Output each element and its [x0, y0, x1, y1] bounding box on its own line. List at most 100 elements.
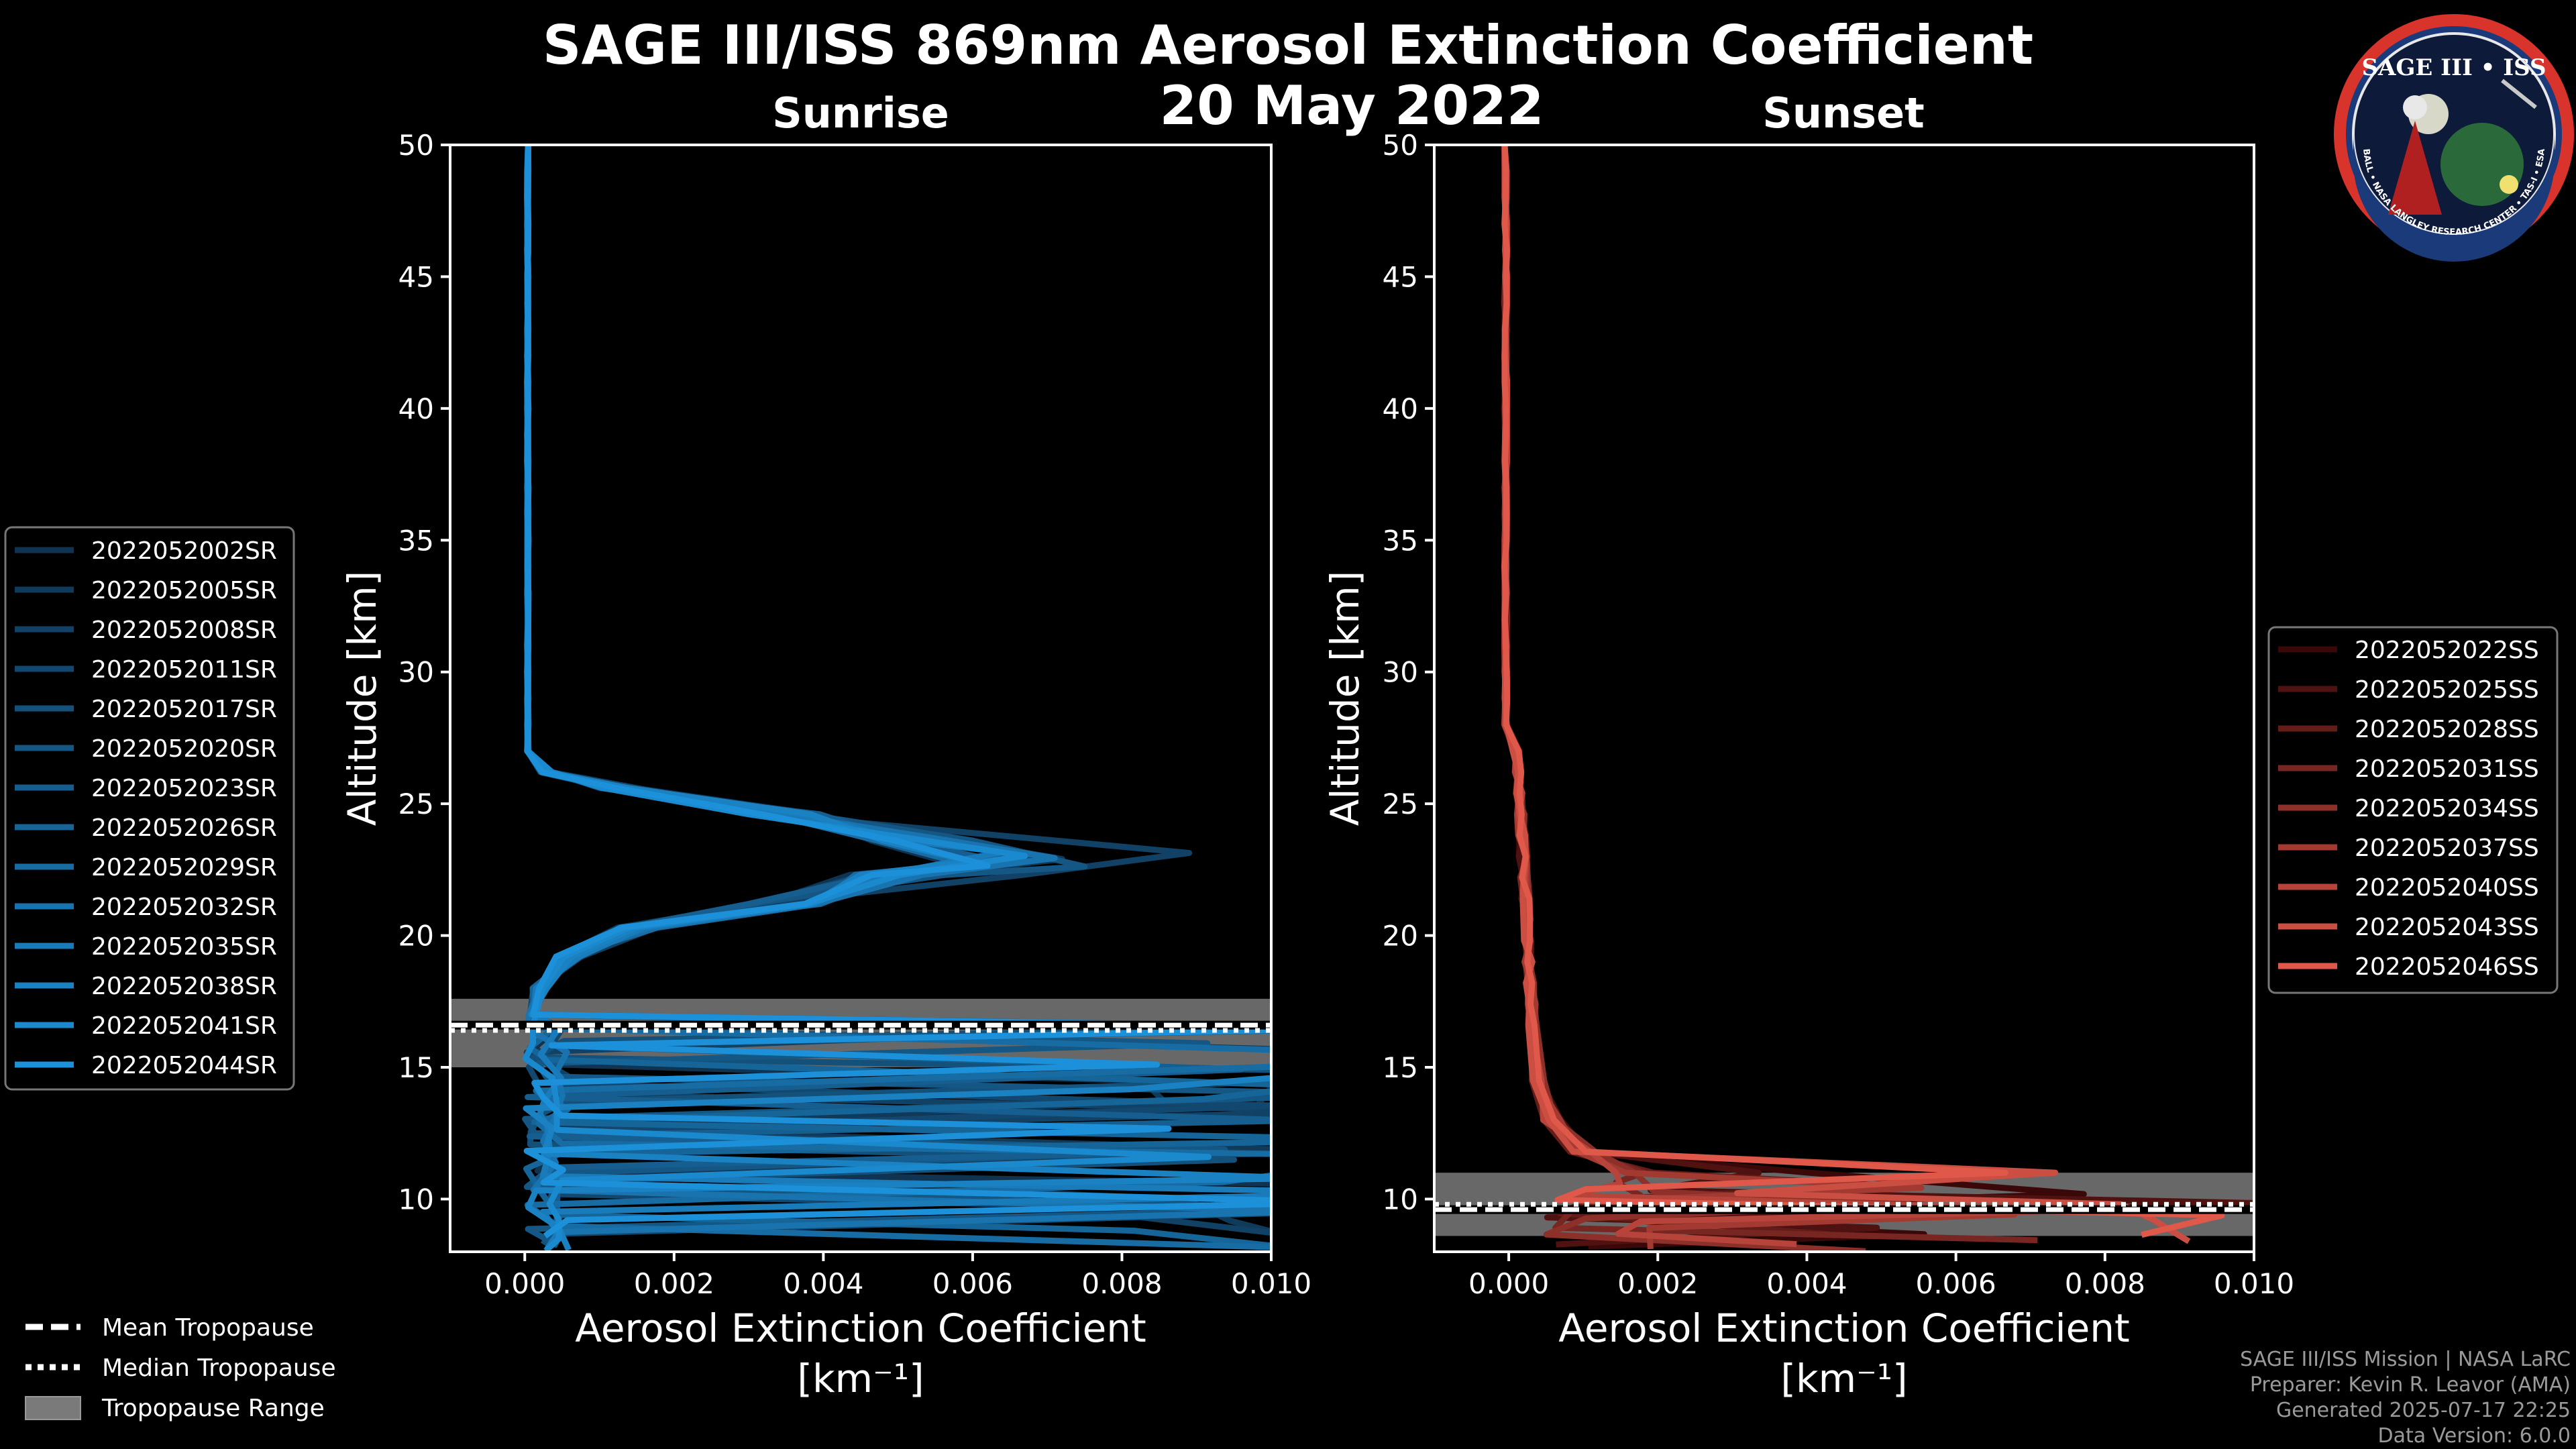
sunset-tropopause-lines: [1434, 1201, 2254, 1214]
sunset-y-tick-label: 50: [1383, 129, 1418, 162]
patch-lower-band: [2353, 134, 2555, 262]
sunset-series-2022052031SS: [1501, 145, 2038, 1244]
sunset-y-tick-label: 20: [1383, 920, 1418, 953]
sunset-y-ticks: 10 15 20 25 30 35 40 45 50: [1383, 129, 1434, 1216]
sunrise-legend-label: 2022052002SR: [91, 537, 277, 565]
sunset-x-tick-label: 0.006: [1916, 1267, 1996, 1300]
mean-tropopause-label: Mean Tropopause: [102, 1314, 314, 1342]
sunset-x-ticks: 0.000 0.002 0.004 0.006 0.008 0.010: [1468, 1252, 2294, 1300]
sunrise-y-tick-label: 50: [398, 129, 434, 162]
sunset-y-axis-label: Altitude [km]: [1322, 571, 1368, 826]
patch-figure-head-icon: [2403, 95, 2427, 119]
sunset-y-tick-label: 10: [1383, 1183, 1418, 1216]
sunset-legend-label: 2022052031SS: [2355, 755, 2539, 783]
credit-line-4: Data Version: 6.0.0: [2378, 1424, 2571, 1448]
sunrise-legend-label: 2022052038SR: [91, 973, 277, 1000]
sunset-legend-label: 2022052034SS: [2355, 795, 2539, 822]
patch-figure-icon: [2388, 121, 2442, 215]
sunrise-panel-title: Sunrise: [772, 89, 949, 138]
sunset-legend-label: 2022052040SS: [2355, 874, 2539, 902]
sunrise-legend: 2022052002SR 2022052005SR 2022052008SR 2022…: [4, 526, 295, 1091]
tropopause-legend: Mean Tropopause Median Tropopause Tropop…: [25, 1314, 336, 1422]
sunset-y-tick-label: 35: [1383, 524, 1418, 557]
sunset-y-tick-label: 15: [1383, 1051, 1418, 1084]
sunset-x-axis-unit: [km⁻¹]: [1780, 1356, 1907, 1401]
sunset-y-tick-label: 25: [1383, 788, 1418, 820]
sunrise-legend-label: 2022052017SR: [91, 696, 277, 723]
sunrise-x-axis-unit: [km⁻¹]: [797, 1356, 924, 1401]
sunrise-x-tick-label: 0.006: [932, 1267, 1013, 1300]
sunrise-y-tick-label: 35: [398, 524, 434, 557]
sunset-x-tick-label: 0.010: [2214, 1267, 2294, 1300]
sunset-x-tick-label: 0.002: [1617, 1267, 1698, 1300]
sunrise-legend-label: 2022052041SR: [91, 1012, 277, 1040]
sunrise-x-tick-label: 0.002: [634, 1267, 714, 1300]
sunrise-legend-label: 2022052005SR: [91, 577, 277, 604]
sunrise-x-tick-label: 0.004: [783, 1267, 863, 1300]
sunrise-legend-label: 2022052011SR: [91, 656, 277, 684]
sunrise-x-tick-label: 0.008: [1081, 1267, 1162, 1300]
figure-date: 20 May 2022: [1160, 74, 1544, 137]
sunset-x-axis-label: Aerosol Extinction Coefficient: [1558, 1305, 2130, 1351]
sunrise-tropopause-lines: [450, 1020, 1271, 1033]
sunset-y-tick-label: 40: [1383, 392, 1418, 425]
sunset-legend-label: 2022052046SS: [2355, 953, 2539, 981]
sunset-legend-label: 2022052037SS: [2355, 835, 2539, 862]
sunrise-profile-lines: [522, 145, 1271, 1252]
sunset-legend-label: 2022052025SS: [2355, 676, 2539, 704]
sunset-series-2022052034SS: [1501, 145, 1912, 1252]
sunrise-legend-label: 2022052044SR: [91, 1052, 277, 1079]
sunrise-y-ticks: 10 15 20 25 30 35 40 45 50: [398, 129, 450, 1216]
sunset-y-tick-label: 45: [1383, 260, 1418, 293]
sunset-legend-frame: [2267, 626, 2559, 994]
sunrise-legend-label: 2022052029SR: [91, 854, 277, 881]
credit-line-2: Preparer: Kevin R. Leavor (AMA): [2250, 1373, 2571, 1397]
sunrise-y-axis-label: Altitude [km]: [339, 571, 385, 826]
sunrise-y-tick-label: 15: [398, 1051, 434, 1084]
sunset-y-tick-label: 30: [1383, 656, 1418, 689]
sunrise-y-tick-label: 45: [398, 260, 434, 293]
sunrise-legend-label: 2022052032SR: [91, 894, 277, 921]
sunrise-x-tick-label: 0.000: [484, 1267, 565, 1300]
sunrise-y-tick-label: 20: [398, 920, 434, 953]
sunrise-series-2022052044SR: [523, 145, 1271, 1239]
credit-line-1: SAGE III/ISS Mission | NASA LaRC: [2240, 1348, 2571, 1371]
sunrise-legend-label: 2022052023SR: [91, 775, 277, 802]
sunrise-y-tick-label: 25: [398, 788, 434, 820]
sunset-plot-frame: [1433, 144, 2255, 1253]
sunset-series-2022052022SS: [1501, 145, 2087, 1250]
patch-station-icon: [2501, 78, 2537, 109]
credits-block: SAGE III/ISS Mission | NASA LaRC Prepare…: [2240, 1348, 2571, 1448]
sunrise-legend-label: 2022052035SR: [91, 933, 277, 961]
sunset-profile-lines: [1501, 145, 2254, 1252]
sunset-x-tick-label: 0.008: [2065, 1267, 2145, 1300]
sunset-panel-title: Sunset: [1762, 89, 1925, 138]
sunset-legend-label: 2022052028SS: [2355, 716, 2539, 743]
sunset-series-2022052046SS: [1501, 145, 2225, 1238]
sunset-legend-label: 2022052022SS: [2355, 637, 2539, 664]
sunset-series-2022052037SS: [1501, 145, 2018, 1250]
sunrise-x-axis-label: Aerosol Extinction Coefficient: [575, 1305, 1146, 1351]
sunrise-legend-frame: [4, 526, 295, 1091]
tropopause-range-label: Tropopause Range: [101, 1395, 325, 1422]
sunrise-y-tick-label: 30: [398, 656, 434, 689]
sunset-legend-label: 2022052043SS: [2355, 914, 2539, 941]
sunset-x-tick-label: 0.000: [1468, 1267, 1549, 1300]
sunrise-x-ticks: 0.000 0.002 0.004 0.006 0.008 0.010: [484, 1252, 1311, 1300]
patch-title: SAGE III • ISS: [2361, 54, 2546, 81]
sunrise-y-tick-label: 10: [398, 1183, 434, 1216]
sage-iii-iss-mission-patch: SAGE III • ISS BALL • NASA LANGLEY RESEA…: [2334, 14, 2574, 262]
sunrise-x-tick-label: 0.010: [1231, 1267, 1311, 1300]
sunset-series-2022052040SS: [1501, 145, 2087, 1248]
sunset-legend: 2022052022SS 2022052025SS 2022052028SS 2022…: [2267, 626, 2559, 994]
sunset-series-2022052043SS: [1501, 145, 2191, 1244]
sunset-series-2022052025SS: [1501, 145, 2254, 1248]
sunrise-y-tick-label: 40: [398, 392, 434, 425]
patch-sun-icon: [2500, 175, 2518, 194]
credit-line-3: Generated 2025-07-17 22:25: [2276, 1399, 2571, 1422]
sunset-x-tick-label: 0.004: [1766, 1267, 1847, 1300]
median-tropopause-label: Median Tropopause: [102, 1354, 336, 1382]
